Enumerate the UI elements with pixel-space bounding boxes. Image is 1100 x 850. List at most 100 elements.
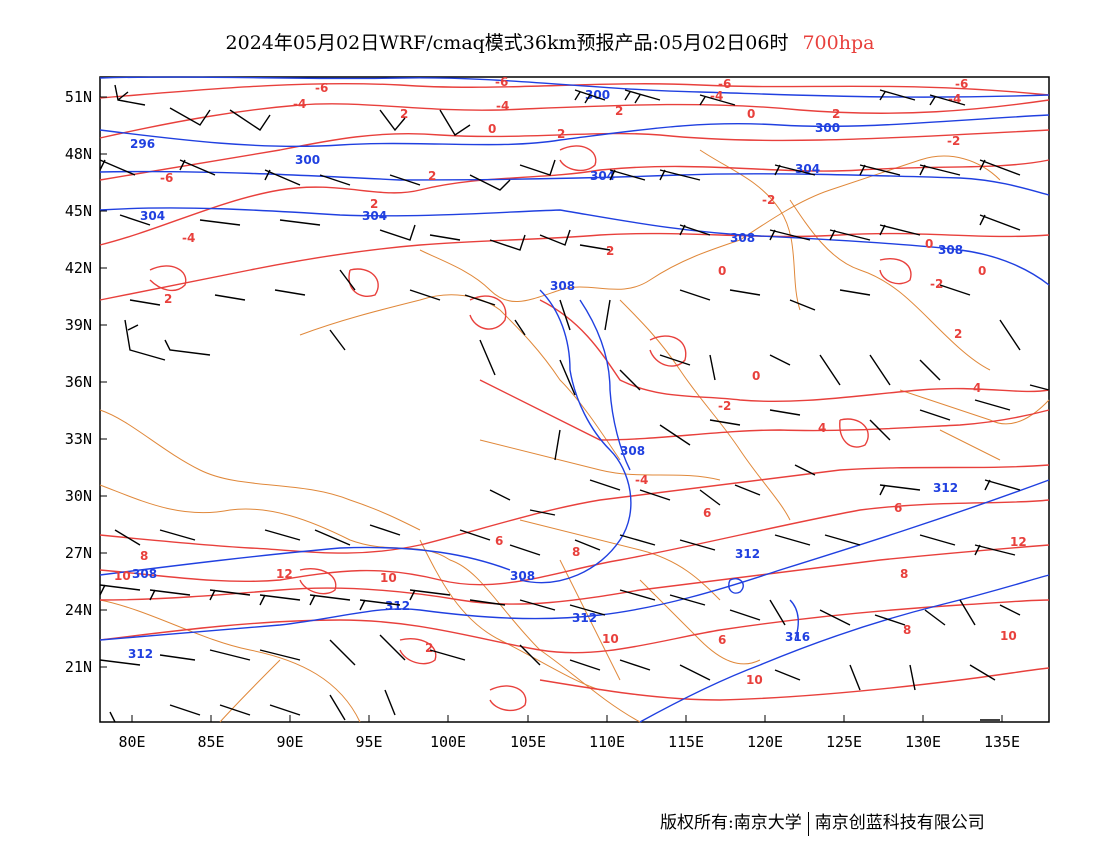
- latitude-labels: 51N 48N 45N 42N 39N 36N 33N 30N 27N 24N …: [65, 88, 92, 676]
- wind-barb: [214, 294, 246, 301]
- wind-barb: [384, 689, 396, 716]
- wind-barb: [699, 94, 736, 106]
- wind-barb: [479, 339, 496, 376]
- wind-barb: [329, 329, 346, 351]
- map-frame: [99, 76, 1050, 723]
- temp-label: 10: [746, 673, 763, 687]
- wind-barb: [619, 589, 656, 601]
- temp-label: 10: [1000, 629, 1017, 643]
- lat-label: 24N: [65, 601, 92, 619]
- wind-barb: [319, 174, 351, 186]
- geo-label: 312: [385, 599, 410, 613]
- wind-barb: [909, 664, 916, 691]
- wind-barb: [159, 529, 196, 541]
- wind-barbs: [99, 84, 1050, 723]
- wind-barb: [869, 354, 891, 386]
- lat-label: 30N: [65, 487, 92, 505]
- temp-label: -6: [495, 75, 508, 89]
- wind-barb: [609, 169, 646, 181]
- wind-barb: [259, 594, 301, 606]
- lon-label: 95E: [355, 733, 382, 751]
- temp-label: 2: [557, 127, 565, 141]
- wind-barb: [794, 464, 816, 476]
- temp-label: 10: [602, 632, 619, 646]
- wind-barb: [679, 539, 716, 551]
- wind-barb: [769, 354, 791, 366]
- lon-label: 130E: [905, 733, 941, 751]
- wind-barb: [199, 219, 241, 226]
- wind-barb: [1029, 384, 1050, 391]
- wind-barb: [489, 234, 526, 251]
- wind-barb: [124, 319, 166, 361]
- wind-barb: [569, 604, 606, 616]
- lon-label: 100E: [430, 733, 466, 751]
- wind-barb: [329, 639, 356, 666]
- wind-barb: [379, 634, 406, 661]
- temp-label: -6: [718, 77, 731, 91]
- lon-label: 135E: [984, 733, 1020, 751]
- wind-barb: [604, 299, 611, 331]
- lon-label: 115E: [668, 733, 704, 751]
- wind-barb: [959, 599, 976, 626]
- temp-label: -6: [160, 171, 173, 185]
- wind-barb: [409, 589, 451, 601]
- wind-barb: [879, 484, 921, 496]
- geopotential-contours: [99, 76, 1050, 723]
- temp-label: 8: [572, 545, 580, 559]
- temp-label: 10: [380, 571, 397, 585]
- wind-barb: [539, 229, 571, 246]
- lat-label: 45N: [65, 202, 92, 220]
- wind-barb: [789, 299, 816, 311]
- temp-label: 2: [164, 292, 172, 306]
- geo-label: 296: [130, 137, 155, 151]
- wind-barb: [209, 649, 251, 661]
- wind-barb: [579, 244, 611, 251]
- temp-label: -2: [718, 399, 731, 413]
- copyright-right: 南京创蓝科技有限公司: [814, 813, 985, 833]
- wind-barb: [179, 159, 216, 176]
- wind-barb: [269, 704, 301, 716]
- wind-barb: [559, 359, 576, 396]
- wind-barb: [389, 174, 421, 186]
- wind-barb: [99, 159, 136, 176]
- temp-label: 2: [832, 107, 840, 121]
- wind-barb: [699, 489, 721, 506]
- wind-barb: [114, 84, 146, 106]
- wind-barb: [709, 354, 716, 381]
- wind-barb: [999, 604, 1021, 616]
- wind-barb: [529, 509, 556, 516]
- wind-barb: [974, 544, 1016, 556]
- geo-label: 312: [735, 547, 760, 561]
- wind-barb: [409, 289, 441, 301]
- wind-barb: [774, 164, 816, 176]
- geo-label: 312: [128, 647, 153, 661]
- wind-barb: [149, 589, 191, 601]
- wind-barb: [514, 319, 526, 336]
- wind-barb: [519, 644, 541, 666]
- lat-label: 21N: [65, 658, 92, 676]
- temp-label: 4: [818, 421, 826, 435]
- geo-label: 308: [938, 243, 963, 257]
- temp-label: 0: [925, 237, 933, 251]
- geo-label: 300: [295, 153, 320, 167]
- wind-barb: [99, 584, 141, 596]
- wind-barb: [679, 224, 711, 236]
- wind-barb: [574, 89, 606, 104]
- temp-label: 2: [954, 327, 962, 341]
- wind-barb: [279, 219, 321, 226]
- temp-label: 0: [752, 369, 760, 383]
- geo-label: 308: [132, 567, 157, 581]
- temp-label: 8: [903, 623, 911, 637]
- wind-barb: [734, 484, 761, 496]
- geo-label: 300: [585, 88, 610, 102]
- wind-barb: [659, 169, 701, 181]
- wind-barb: [879, 89, 916, 101]
- longitude-labels: 80E 85E 90E 95E 100E 105E 110E 115E 120E…: [118, 733, 1020, 751]
- wind-barb: [369, 524, 401, 536]
- lat-label: 51N: [65, 88, 92, 106]
- temperature-contours: [99, 82, 1050, 712]
- temp-label: -4: [293, 97, 306, 111]
- temp-label: 8: [140, 549, 148, 563]
- temp-label: -4: [635, 473, 648, 487]
- wind-barb: [919, 534, 956, 546]
